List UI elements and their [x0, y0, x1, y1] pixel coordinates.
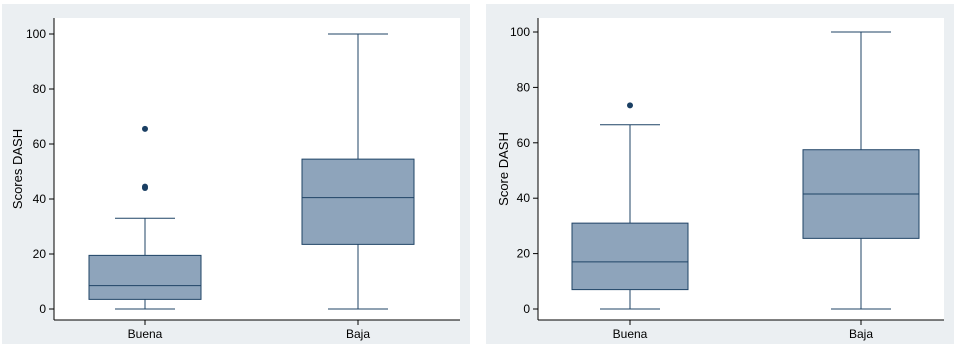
y-tick-label: 60	[517, 136, 531, 150]
y-tick-label: 100	[510, 25, 530, 39]
outlier-point	[142, 125, 148, 132]
y-tick-label: 100	[26, 27, 46, 41]
y-tick-label: 20	[33, 247, 47, 261]
y-tick-label: 40	[517, 191, 531, 205]
y-tick-label: 80	[33, 82, 47, 96]
box-iqr	[301, 158, 415, 245]
outlier-point	[142, 183, 148, 190]
box-iqr	[88, 254, 202, 300]
chart-panel-left: 0 20 40 60 80 100 Scores DASH Buena Baja	[2, 4, 470, 344]
outlier-point	[627, 102, 633, 109]
y-tick-label: 20	[517, 247, 531, 261]
y-axis-label: Scores DASH	[10, 129, 25, 209]
y-axis-label: Score DASH	[496, 132, 511, 206]
chart-panel-right: 0 20 40 60 80 100 Score DASH Buena Baja	[486, 4, 954, 344]
x-tick-label: Baja	[849, 327, 873, 341]
y-tick-label: 0	[523, 302, 530, 316]
boxplot-left: 0 20 40 60 80 100 Scores DASH Buena Baja	[10, 18, 460, 341]
x-tick-label: Buena	[613, 327, 648, 341]
y-tick-label: 60	[33, 137, 47, 151]
y-tick-label: 80	[517, 80, 531, 94]
box-iqr	[571, 222, 689, 291]
x-tick-label: Baja	[346, 327, 370, 341]
y-tick-label: 40	[33, 192, 47, 206]
y-tick-label: 0	[39, 302, 46, 316]
x-tick-label: Buena	[128, 327, 163, 341]
boxplot-right: 0 20 40 60 80 100 Score DASH Buena Baja	[496, 18, 944, 341]
